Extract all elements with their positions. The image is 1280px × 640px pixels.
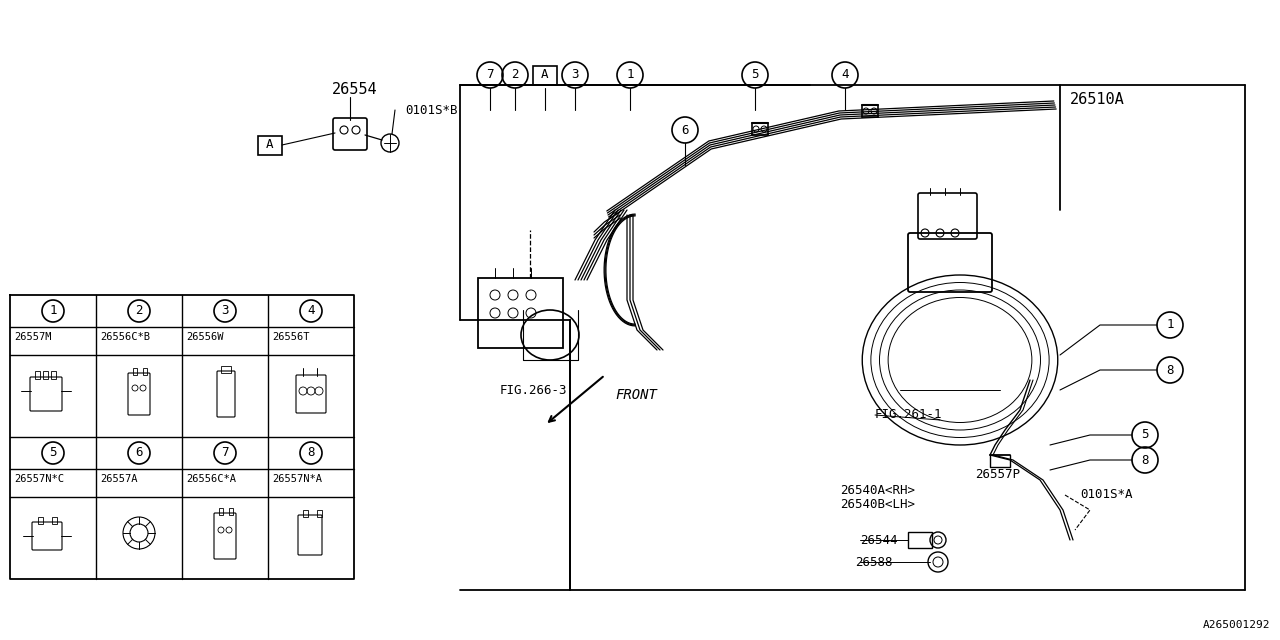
Text: 7: 7: [486, 68, 494, 81]
Text: 26557A: 26557A: [100, 474, 137, 484]
Bar: [477, 278, 563, 348]
Text: 1: 1: [49, 305, 56, 317]
Bar: [52, 517, 58, 524]
Text: 26510A: 26510A: [1070, 93, 1125, 108]
Bar: [35, 371, 40, 379]
Bar: [143, 368, 147, 375]
Bar: [303, 510, 308, 517]
Text: 26540B<LH>: 26540B<LH>: [840, 499, 915, 511]
Text: 8: 8: [1166, 364, 1174, 376]
Text: 0101S*A: 0101S*A: [1080, 488, 1133, 502]
Text: 5: 5: [49, 447, 56, 460]
Text: FIG.266-3: FIG.266-3: [500, 383, 567, 397]
Text: 26556C*B: 26556C*B: [100, 332, 150, 342]
Text: 26554: 26554: [333, 83, 378, 97]
Bar: [51, 371, 56, 379]
Text: 26540A<RH>: 26540A<RH>: [840, 483, 915, 497]
Text: 26557N*A: 26557N*A: [273, 474, 323, 484]
Text: 8: 8: [1142, 454, 1148, 467]
Text: 8: 8: [307, 447, 315, 460]
Text: 26556T: 26556T: [273, 332, 310, 342]
Text: 2: 2: [511, 68, 518, 81]
Text: 5: 5: [1142, 429, 1148, 442]
Text: FRONT: FRONT: [614, 388, 657, 402]
Text: FIG.261-1: FIG.261-1: [876, 408, 942, 422]
Text: 26544: 26544: [860, 534, 897, 547]
Bar: [532, 65, 557, 84]
Text: 3: 3: [571, 68, 579, 81]
Text: A265001292: A265001292: [1202, 620, 1270, 630]
Text: 7: 7: [221, 447, 229, 460]
Bar: [221, 366, 230, 373]
Text: 6: 6: [681, 124, 689, 136]
Bar: [133, 368, 137, 375]
Text: 4: 4: [307, 305, 315, 317]
Bar: [44, 371, 49, 379]
Text: 5: 5: [751, 68, 759, 81]
Text: 26557M: 26557M: [14, 332, 51, 342]
Text: 6: 6: [136, 447, 143, 460]
Text: 26557N*C: 26557N*C: [14, 474, 64, 484]
Text: 1: 1: [1166, 319, 1174, 332]
Bar: [259, 136, 282, 154]
Bar: [229, 508, 233, 515]
Bar: [219, 508, 223, 515]
Bar: [38, 517, 44, 524]
Text: 26588: 26588: [855, 556, 892, 568]
Text: 0101S*B: 0101S*B: [404, 104, 457, 116]
Bar: [908, 532, 932, 548]
Text: 26556C*A: 26556C*A: [186, 474, 236, 484]
Text: 26556W: 26556W: [186, 332, 224, 342]
Text: A: A: [541, 68, 549, 81]
Text: 1: 1: [626, 68, 634, 81]
Text: 26557P: 26557P: [975, 468, 1020, 481]
Text: 2: 2: [136, 305, 143, 317]
Text: 4: 4: [841, 68, 849, 81]
Text: 3: 3: [221, 305, 229, 317]
Bar: [317, 510, 323, 517]
Text: A: A: [266, 138, 274, 152]
